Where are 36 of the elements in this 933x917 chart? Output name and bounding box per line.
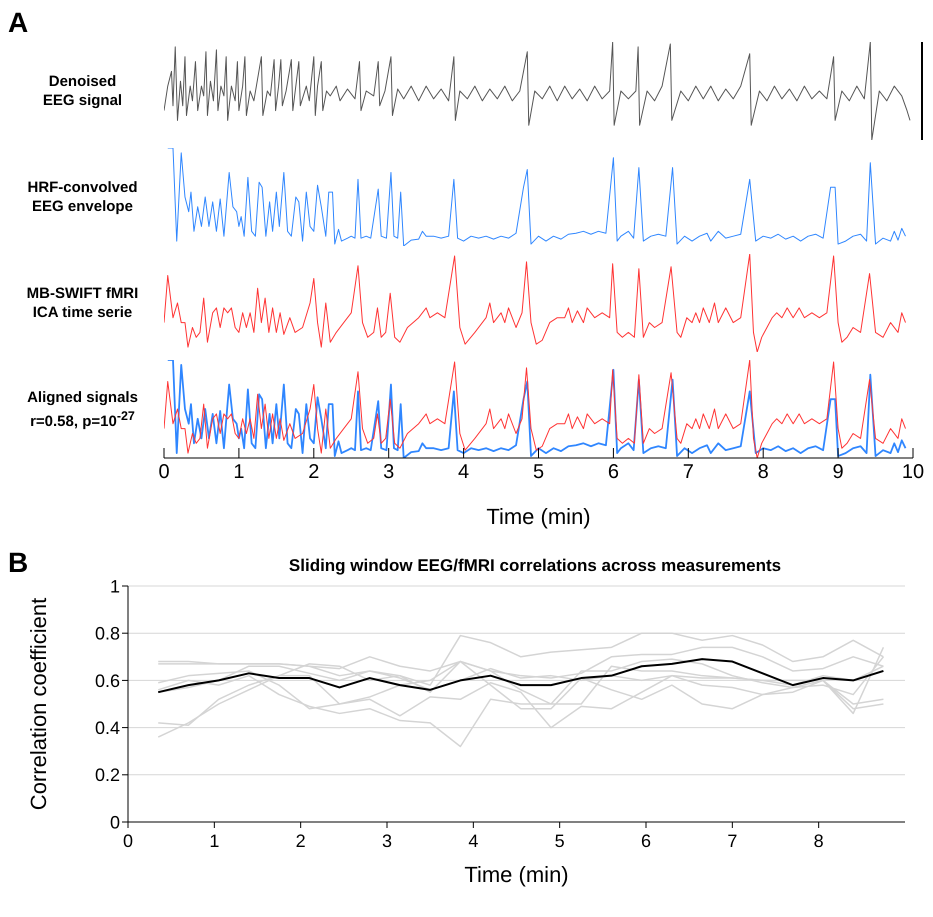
text: A (8, 7, 28, 38)
y-tick-label: 0 (110, 812, 120, 832)
x-tick-label: 0 (122, 830, 134, 851)
y-axis-title: Denoised EEG signal (42, 72, 122, 110)
y-axis-title: HRF-convolved EEG envelope (27, 178, 138, 216)
x-tick-label: 4 (458, 461, 470, 484)
y-axis-title: MB-SWIFT fMRI ICA time serie (26, 284, 138, 322)
x-axis-title: Time (min) (486, 504, 591, 529)
x-tick-label: 1 (209, 830, 220, 851)
x-tick-label: 8 (758, 461, 769, 484)
x-tick-label: 8 (814, 830, 824, 851)
x-tick-label: 7 (682, 461, 694, 484)
y-axis-title: Correlation coefficient (26, 598, 51, 810)
x-tick-label: 3 (383, 461, 394, 484)
x-tick-label: 0 (158, 461, 170, 484)
x-tick-label: 2 (308, 461, 320, 484)
y-axis-title: Aligned signals r=0.58, p=10$^{-27}$ (27, 388, 138, 430)
text: B (8, 547, 28, 578)
y-tick-label: 0.4 (94, 718, 120, 738)
x-tick-label: 3 (382, 830, 392, 851)
chart-title: Sliding window EEG/fMRI correlations across measurements (288, 556, 782, 576)
x-tick-label: 7 (727, 830, 738, 851)
x-tick-label: 10 (902, 461, 924, 484)
x-tick-label: 6 (608, 461, 619, 484)
x-tick-label: 6 (640, 830, 652, 851)
x-tick-label: 9 (832, 461, 844, 484)
y-tick-label: 0.6 (94, 670, 120, 691)
y-tick-label: 1 (110, 576, 120, 596)
x-tick-label: 5 (532, 461, 544, 484)
x-axis-title: Time (min) (464, 862, 569, 887)
y-tick-label: 0.8 (94, 624, 120, 644)
x-tick-label: 5 (554, 830, 565, 851)
y-tick-label: 0.2 (94, 765, 120, 786)
x-tick-label: 1 (233, 461, 244, 484)
x-tick-label: 2 (296, 830, 306, 851)
x-tick-label: 4 (468, 830, 478, 851)
